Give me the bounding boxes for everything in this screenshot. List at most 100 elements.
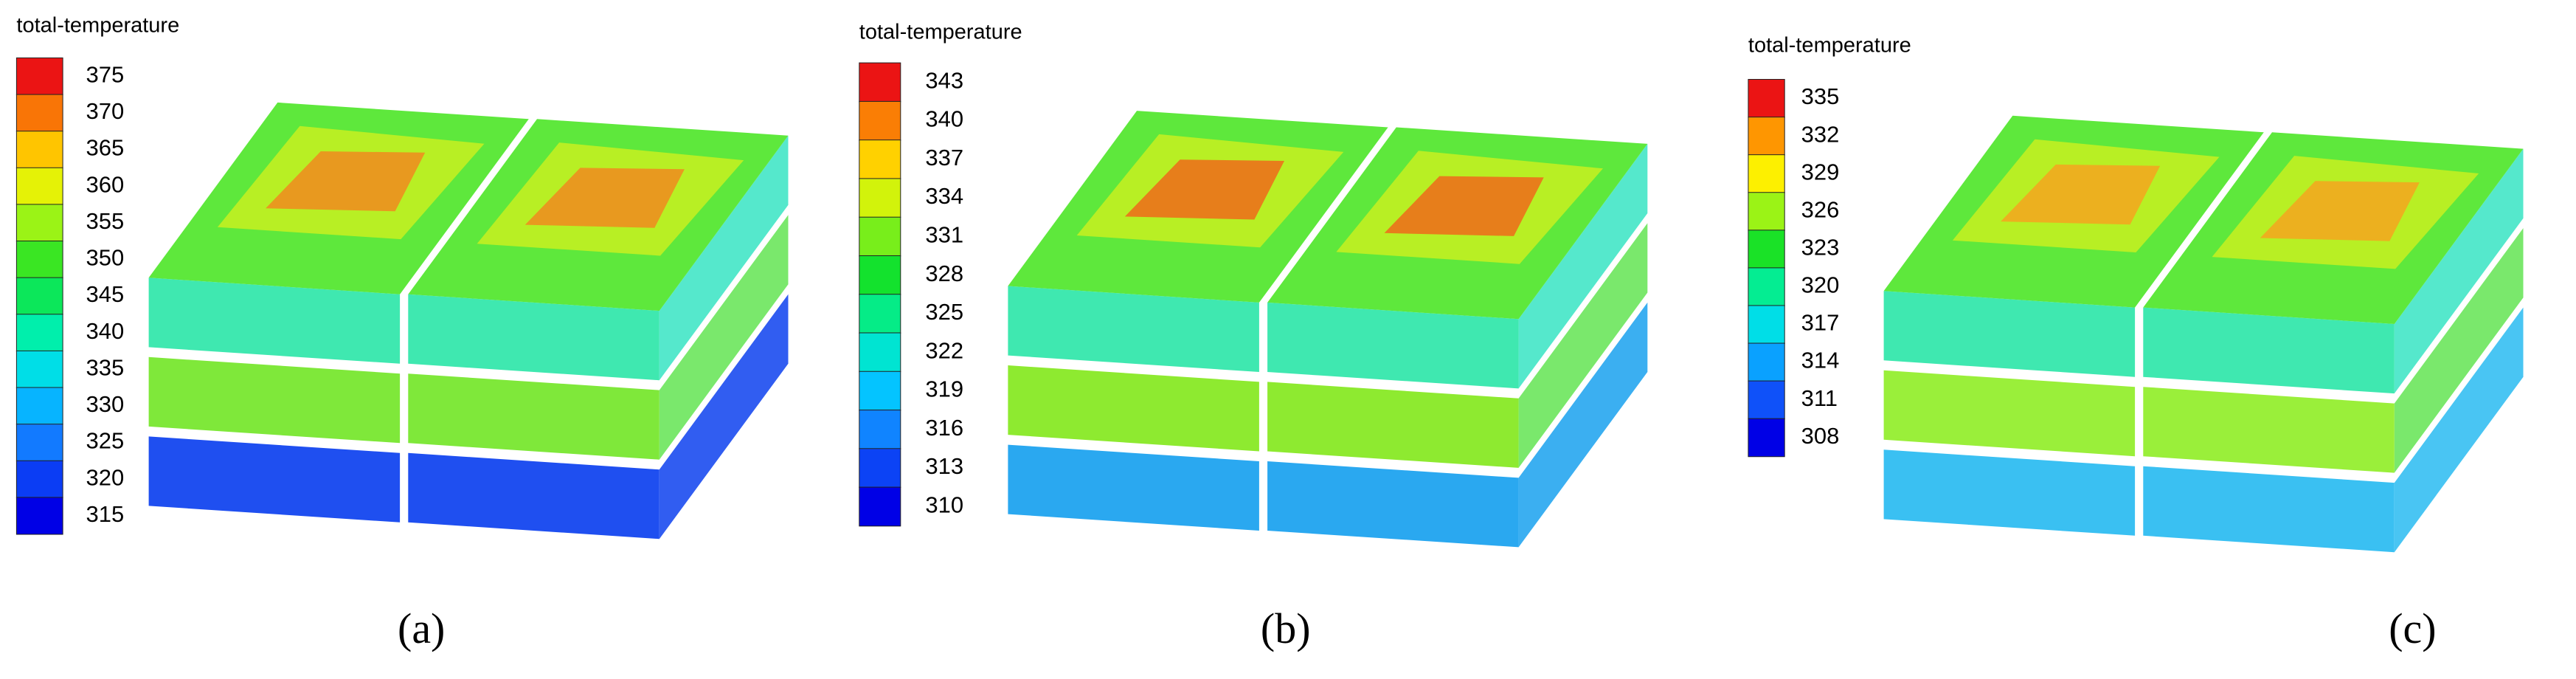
block-side <box>1518 302 1648 548</box>
block-front <box>148 278 401 364</box>
caption: (c) <box>2389 604 2436 652</box>
panel: total-temperature 375 370 365 360 355 350 345 34… <box>15 13 789 652</box>
block-front <box>1008 365 1259 452</box>
colorbar-swatch <box>15 424 63 462</box>
block-front <box>1883 449 2136 536</box>
legend-label: 337 <box>925 145 963 170</box>
block-front <box>148 356 401 444</box>
block-front <box>408 294 659 381</box>
colorbar-swatch <box>859 139 901 179</box>
colorbar-swatch <box>859 486 901 527</box>
legend-label: 316 <box>925 415 963 441</box>
legend-label: 311 <box>1801 385 1838 411</box>
panel: total-temperature 335 332 329 326 323 320 317 31… <box>1748 33 2524 652</box>
legend-label: 315 <box>86 501 124 527</box>
legend-label: 325 <box>86 428 124 454</box>
colorbar-swatch <box>15 497 63 535</box>
block-side <box>1518 223 1648 468</box>
colorbar-swatch <box>1748 192 1785 231</box>
block-front <box>408 452 659 540</box>
legend-label: 325 <box>925 299 963 325</box>
legend-label: 319 <box>925 376 963 402</box>
colorbar-swatch <box>1748 117 1785 156</box>
legend-label: 320 <box>1801 272 1840 298</box>
colorbar-swatch <box>859 448 901 489</box>
colorbar-swatch <box>15 387 63 425</box>
legend-label: 365 <box>86 135 124 161</box>
colorbar-swatch <box>859 332 901 373</box>
colorbar-swatch <box>15 131 63 169</box>
legend-label: 314 <box>1801 348 1840 373</box>
block-front <box>1267 302 1519 389</box>
legend-label: 360 <box>86 171 124 197</box>
colorbar-swatch <box>15 241 63 279</box>
hot-zone <box>266 151 426 212</box>
legend-label: 332 <box>1801 121 1840 147</box>
legend-label: 322 <box>925 337 963 363</box>
block-front <box>1267 461 1519 548</box>
legend-label: 345 <box>86 281 124 307</box>
colorbar-swatch <box>1748 154 1785 193</box>
block-side <box>659 294 789 540</box>
colorbar-swatch <box>15 350 63 389</box>
legend-label: 335 <box>1801 83 1840 109</box>
legend-label: 317 <box>1801 310 1840 336</box>
colorbar-swatch <box>859 255 901 295</box>
colorbar-swatch <box>15 460 63 498</box>
block-side <box>659 135 789 381</box>
block-front <box>2143 307 2395 394</box>
colorbar-swatch <box>859 100 901 141</box>
hot-zone <box>1384 176 1544 236</box>
hot-zone <box>524 168 685 228</box>
legend-label: 343 <box>925 67 963 93</box>
caption: (a) <box>398 604 445 652</box>
legend-label: 350 <box>86 245 124 271</box>
block-front <box>1883 370 2136 457</box>
legend-label: 334 <box>925 183 963 209</box>
colorbar-swatch <box>1748 305 1785 345</box>
colorbar-swatch <box>1748 230 1785 269</box>
legend-label: 320 <box>86 464 124 490</box>
legend-label: 310 <box>925 492 963 517</box>
legend-label: 375 <box>86 61 124 87</box>
colorbar-swatch <box>15 94 63 132</box>
legend-label: 330 <box>86 391 124 417</box>
legend-label: 323 <box>1801 235 1840 261</box>
panel: total-temperature 343 340 337 334 331 328 325 32… <box>859 20 1648 652</box>
block-front <box>1008 444 1259 531</box>
block-side <box>659 215 789 460</box>
legend-label: 370 <box>86 98 124 124</box>
colorbar-swatch <box>859 62 901 103</box>
colorbar-swatch <box>15 314 63 352</box>
legend-label: 313 <box>925 453 963 479</box>
legend-label: 355 <box>86 208 124 234</box>
legend-title: total-temperature <box>16 13 179 37</box>
colorbar-swatch <box>15 277 63 315</box>
legend-title: total-temperature <box>859 20 1022 44</box>
colorbar-swatch <box>15 57 63 96</box>
block-side <box>2394 228 2524 473</box>
block-front <box>2143 387 2395 473</box>
block-side <box>1518 143 1648 389</box>
legend-title: total-temperature <box>1748 33 1911 57</box>
legend-label: 331 <box>925 222 963 248</box>
legend-label: 340 <box>86 318 124 344</box>
colorbar-swatch <box>1748 79 1785 118</box>
colorbar-swatch <box>1748 342 1785 382</box>
caption: (b) <box>1261 604 1311 652</box>
hot-zone <box>1124 159 1284 220</box>
block-front <box>2143 466 2395 553</box>
legend-label: 328 <box>925 261 963 286</box>
block-front <box>408 373 659 460</box>
hot-zone <box>2001 164 2161 225</box>
colorbar-swatch <box>15 167 63 205</box>
colorbar-swatch <box>859 178 901 218</box>
block-front <box>1883 291 2136 377</box>
legend-label: 340 <box>925 106 963 132</box>
legend-label: 335 <box>86 354 124 380</box>
block-side <box>2394 148 2524 394</box>
colorbar-swatch <box>1748 380 1785 420</box>
block-front <box>148 436 401 523</box>
hot-zone <box>2260 181 2420 241</box>
